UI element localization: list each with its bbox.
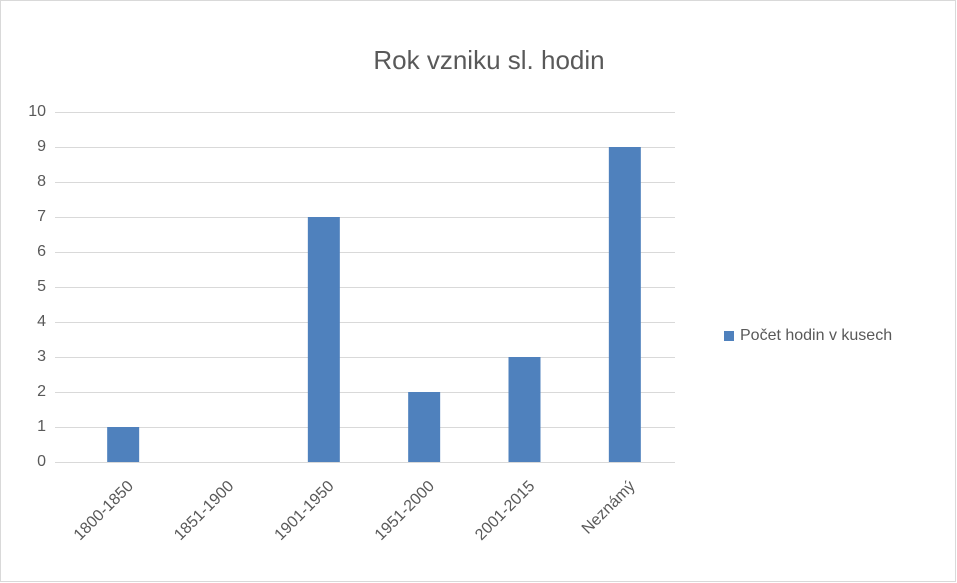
y-tick-label: 0 [37, 453, 46, 470]
y-tick-label: 2 [37, 383, 46, 400]
y-tick-label: 1 [37, 418, 46, 435]
bar [608, 147, 641, 462]
y-tick-label: 9 [37, 138, 46, 155]
legend-swatch [724, 331, 734, 341]
bar [307, 217, 340, 462]
y-tick-label: 5 [37, 278, 46, 295]
y-tick-label: 3 [37, 348, 46, 365]
y-tick-label: 8 [37, 173, 46, 190]
legend-label: Počet hodin v kusech [740, 327, 892, 344]
bar [107, 427, 140, 462]
bar [408, 392, 441, 462]
bar [508, 357, 541, 462]
y-tick-label: 7 [37, 208, 46, 225]
chart-title: Rok vzniku sl. hodin [373, 45, 604, 75]
y-tick-label: 10 [28, 103, 46, 120]
y-tick-label: 4 [37, 313, 46, 330]
y-tick-label: 6 [37, 243, 46, 260]
